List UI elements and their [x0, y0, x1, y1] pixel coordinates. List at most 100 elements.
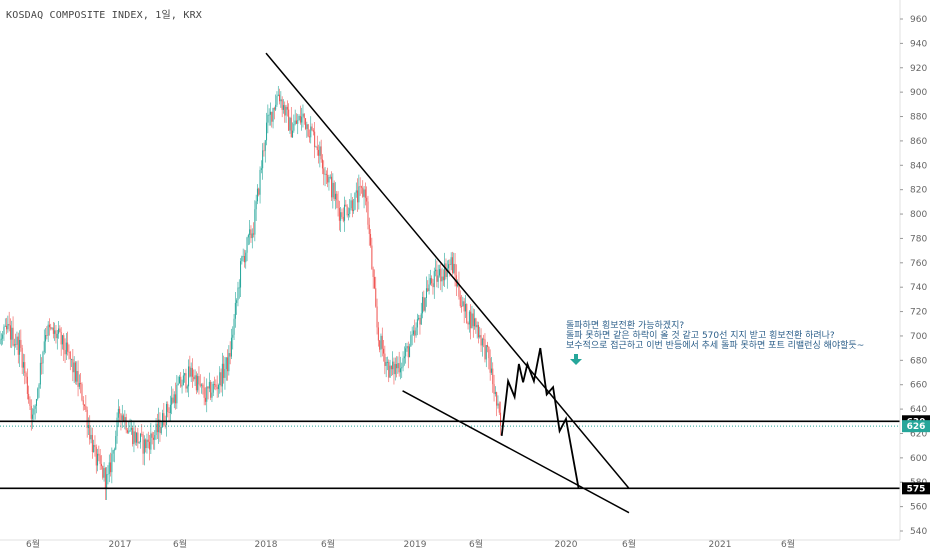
candle-body	[190, 367, 192, 377]
candle-body	[3, 326, 5, 335]
y-tick-label: 740	[910, 283, 927, 293]
candle-body	[100, 463, 102, 467]
candle-body	[110, 462, 112, 473]
candle-body	[496, 392, 498, 406]
candle-body	[463, 301, 465, 312]
candle-body	[311, 126, 313, 131]
candle-body	[379, 340, 381, 350]
price-tag-626	[902, 420, 930, 433]
candle-body	[275, 104, 277, 110]
candle-body	[20, 339, 22, 348]
candle-body	[152, 437, 154, 440]
candle-body	[65, 342, 67, 355]
candle-body	[396, 364, 398, 369]
candle-body	[476, 325, 478, 328]
candle-body	[25, 373, 27, 377]
candle-body	[132, 427, 134, 445]
y-tick-label: 840	[910, 161, 927, 171]
candle-body	[279, 94, 281, 102]
candle-body	[232, 334, 234, 338]
price-tag-575	[902, 482, 930, 495]
y-tick-label: 560	[910, 503, 927, 513]
candle-body	[38, 384, 40, 389]
candle-body	[441, 276, 443, 282]
x-tick-label: 2020	[555, 540, 578, 550]
candle-body	[403, 356, 405, 359]
candle-body	[347, 214, 349, 216]
candle-body	[0, 338, 2, 340]
candle-body	[219, 372, 221, 386]
candle-body	[446, 268, 448, 277]
candle-body	[230, 337, 232, 357]
candle-body	[46, 335, 48, 336]
candle-body	[435, 269, 437, 272]
candle-body	[224, 369, 226, 378]
candle-body	[207, 386, 209, 389]
candle-body	[4, 325, 6, 327]
candle-body	[258, 188, 260, 195]
candle-body	[76, 371, 78, 382]
candle-body	[59, 328, 61, 332]
x-tick-label: 2017	[109, 540, 132, 550]
candle-body	[246, 237, 248, 253]
candle-body	[128, 431, 130, 433]
candle-body	[199, 384, 201, 386]
candle-body	[472, 313, 474, 327]
candle-body	[259, 169, 261, 195]
candle-body	[16, 336, 18, 345]
candle-body	[318, 149, 320, 156]
candle-body	[55, 330, 57, 339]
candle-body	[137, 432, 139, 444]
candle-body	[208, 381, 210, 389]
candle-body	[126, 430, 128, 433]
candle-body	[250, 229, 252, 239]
candle-body	[168, 412, 170, 413]
y-tick-label: 900	[910, 88, 927, 98]
x-tick-label: 2019	[404, 540, 427, 550]
candle-body	[468, 311, 470, 325]
projection-path	[500, 347, 580, 489]
candle-body	[368, 224, 370, 234]
candle-body	[280, 99, 282, 102]
candle-body	[37, 388, 39, 400]
candle-body	[450, 257, 452, 265]
candle-body	[351, 200, 353, 212]
candle-body	[471, 313, 473, 329]
candle-body	[411, 334, 413, 336]
y-tick-label: 820	[910, 186, 927, 196]
candle-body	[293, 123, 295, 131]
candle-body	[466, 304, 468, 323]
candle-body	[89, 425, 91, 440]
candle-body	[320, 146, 322, 160]
candle-body	[189, 366, 191, 377]
candle-body	[492, 368, 494, 385]
candle-body	[272, 108, 274, 122]
candle-body	[488, 347, 490, 359]
candle-body	[82, 400, 84, 405]
candle-body	[462, 301, 464, 307]
y-tick-label: 640	[910, 405, 927, 415]
candle-body	[392, 361, 394, 370]
candle-body	[286, 106, 288, 110]
candle-body	[267, 114, 269, 123]
candle-body	[290, 117, 292, 138]
candle-body	[254, 209, 256, 235]
candle-body	[58, 328, 60, 334]
candle-body	[160, 427, 162, 434]
candle-body	[111, 453, 113, 473]
candle-body	[163, 413, 165, 425]
candle-body	[474, 318, 476, 327]
candle-body	[282, 105, 284, 110]
y-tick-label: 700	[910, 332, 927, 342]
candle-body	[73, 362, 75, 373]
candle-body	[269, 111, 271, 115]
candle-body	[266, 122, 268, 141]
candle-body	[477, 325, 479, 338]
x-tick-label: 6월	[321, 538, 335, 550]
candle-body	[342, 216, 344, 221]
candle-body	[64, 350, 66, 355]
candle-body	[487, 345, 489, 348]
candle-body	[255, 201, 257, 210]
candle-body	[180, 376, 182, 387]
